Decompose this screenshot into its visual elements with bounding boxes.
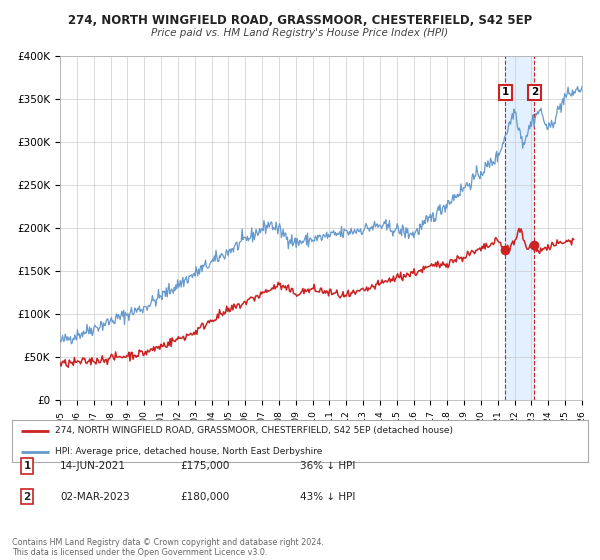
Text: £175,000: £175,000 xyxy=(180,461,229,471)
Text: 02-MAR-2023: 02-MAR-2023 xyxy=(60,492,130,502)
Text: £180,000: £180,000 xyxy=(180,492,229,502)
Text: 274, NORTH WINGFIELD ROAD, GRASSMOOR, CHESTERFIELD, S42 5EP (detached house): 274, NORTH WINGFIELD ROAD, GRASSMOOR, CH… xyxy=(55,426,453,435)
Text: 1: 1 xyxy=(502,87,509,97)
Text: 274, NORTH WINGFIELD ROAD, GRASSMOOR, CHESTERFIELD, S42 5EP: 274, NORTH WINGFIELD ROAD, GRASSMOOR, CH… xyxy=(68,14,532,27)
Bar xyxy=(505,56,535,400)
Text: 14-JUN-2021: 14-JUN-2021 xyxy=(60,461,126,471)
Text: 2: 2 xyxy=(23,492,31,502)
Text: HPI: Average price, detached house, North East Derbyshire: HPI: Average price, detached house, Nort… xyxy=(55,447,323,456)
Text: 43% ↓ HPI: 43% ↓ HPI xyxy=(300,492,355,502)
Text: 36% ↓ HPI: 36% ↓ HPI xyxy=(300,461,355,471)
Text: Price paid vs. HM Land Registry's House Price Index (HPI): Price paid vs. HM Land Registry's House … xyxy=(151,28,449,38)
Text: 1: 1 xyxy=(23,461,31,471)
Text: Contains HM Land Registry data © Crown copyright and database right 2024.
This d: Contains HM Land Registry data © Crown c… xyxy=(12,538,324,557)
Text: 2: 2 xyxy=(531,87,538,97)
